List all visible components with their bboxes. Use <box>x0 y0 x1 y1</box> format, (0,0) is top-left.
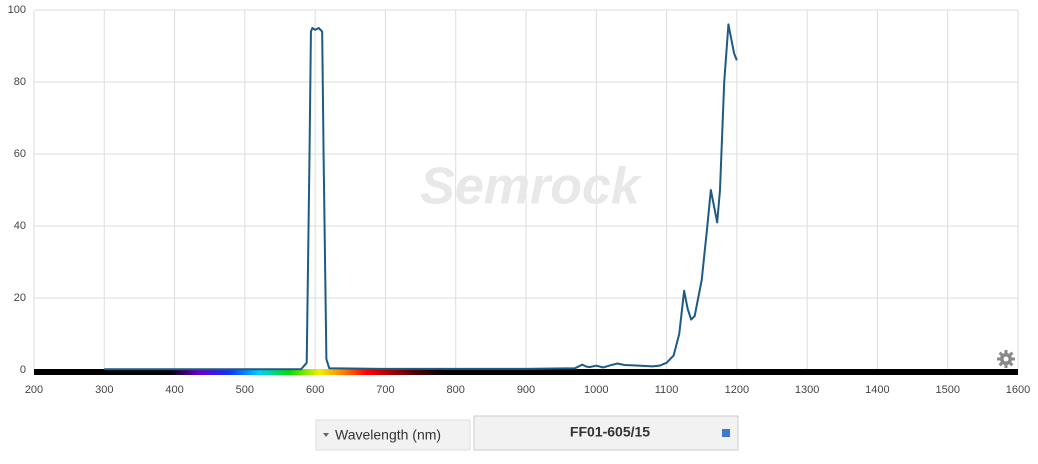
dropdown-caret <box>323 433 329 437</box>
save-icon[interactable] <box>722 429 730 437</box>
y-tick-label: 80 <box>14 76 26 88</box>
x-tick-label: 400 <box>165 384 183 396</box>
x-tick-label: 700 <box>376 384 394 396</box>
y-tick-label: 60 <box>14 148 26 160</box>
x-tick-label: 1500 <box>935 384 959 396</box>
x-tick-label: 1200 <box>725 384 749 396</box>
dropdown-box[interactable] <box>315 419 471 451</box>
x-tick-label: 600 <box>306 384 324 396</box>
x-tick-label: 800 <box>447 384 465 396</box>
visible-spectrum <box>145 369 445 375</box>
filter-name[interactable]: FF01-605/15 <box>570 424 650 440</box>
axis-menu[interactable]: Wavelength (nm) <box>315 419 471 451</box>
x-tick-label: 1300 <box>795 384 819 396</box>
x-tick-label: 900 <box>517 384 535 396</box>
dropdown-label[interactable]: Wavelength (nm) <box>335 427 441 443</box>
x-tick-label: 200 <box>25 384 43 396</box>
x-tick-label: 500 <box>236 384 254 396</box>
x-tick-label: 1000 <box>584 384 608 396</box>
y-tick-label: 40 <box>14 220 26 232</box>
x-tick-label: 300 <box>95 384 113 396</box>
y-tick-label: 0 <box>20 364 26 376</box>
settings-icon[interactable] <box>997 350 1015 368</box>
y-tick-label: 100 <box>8 4 26 16</box>
filter-box[interactable] <box>473 415 739 451</box>
x-tick-label: 1600 <box>1006 384 1030 396</box>
grid <box>33 9 1019 371</box>
x-tick-label: 1100 <box>655 384 679 396</box>
transmission-line <box>104 23 738 371</box>
plot <box>104 23 738 371</box>
y-tick-label: 20 <box>14 292 26 304</box>
filter-button[interactable]: FF01-605/15 <box>473 415 739 451</box>
spectrum-bar <box>34 369 1018 375</box>
x-tick-label: 1400 <box>865 384 889 396</box>
watermark: Semrock <box>420 158 643 216</box>
